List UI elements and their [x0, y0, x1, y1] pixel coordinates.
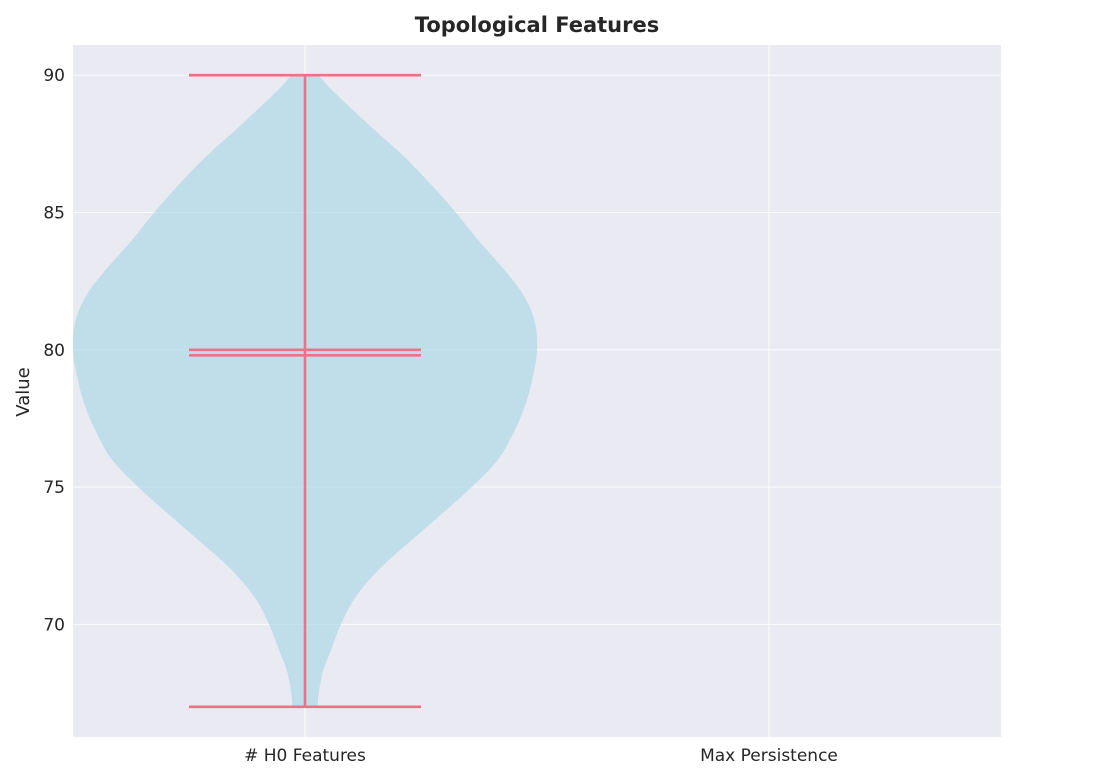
y-tick-label: 75 [43, 478, 65, 498]
x-tick-label: # H0 Features [244, 746, 366, 766]
y-tick-label: 90 [43, 66, 65, 86]
chart-title: Topological Features [415, 13, 659, 37]
x-tick-label: Max Persistence [700, 746, 838, 766]
violin-statistics [189, 73, 421, 709]
y-tick-label: 70 [43, 615, 65, 635]
y-tick-label: 85 [43, 204, 65, 224]
y-axis-label: Value [13, 367, 34, 416]
y-tick-label: 80 [43, 341, 65, 361]
ticks: 70 75 80 85 90 # H0 Features Max Persistence [43, 66, 838, 766]
